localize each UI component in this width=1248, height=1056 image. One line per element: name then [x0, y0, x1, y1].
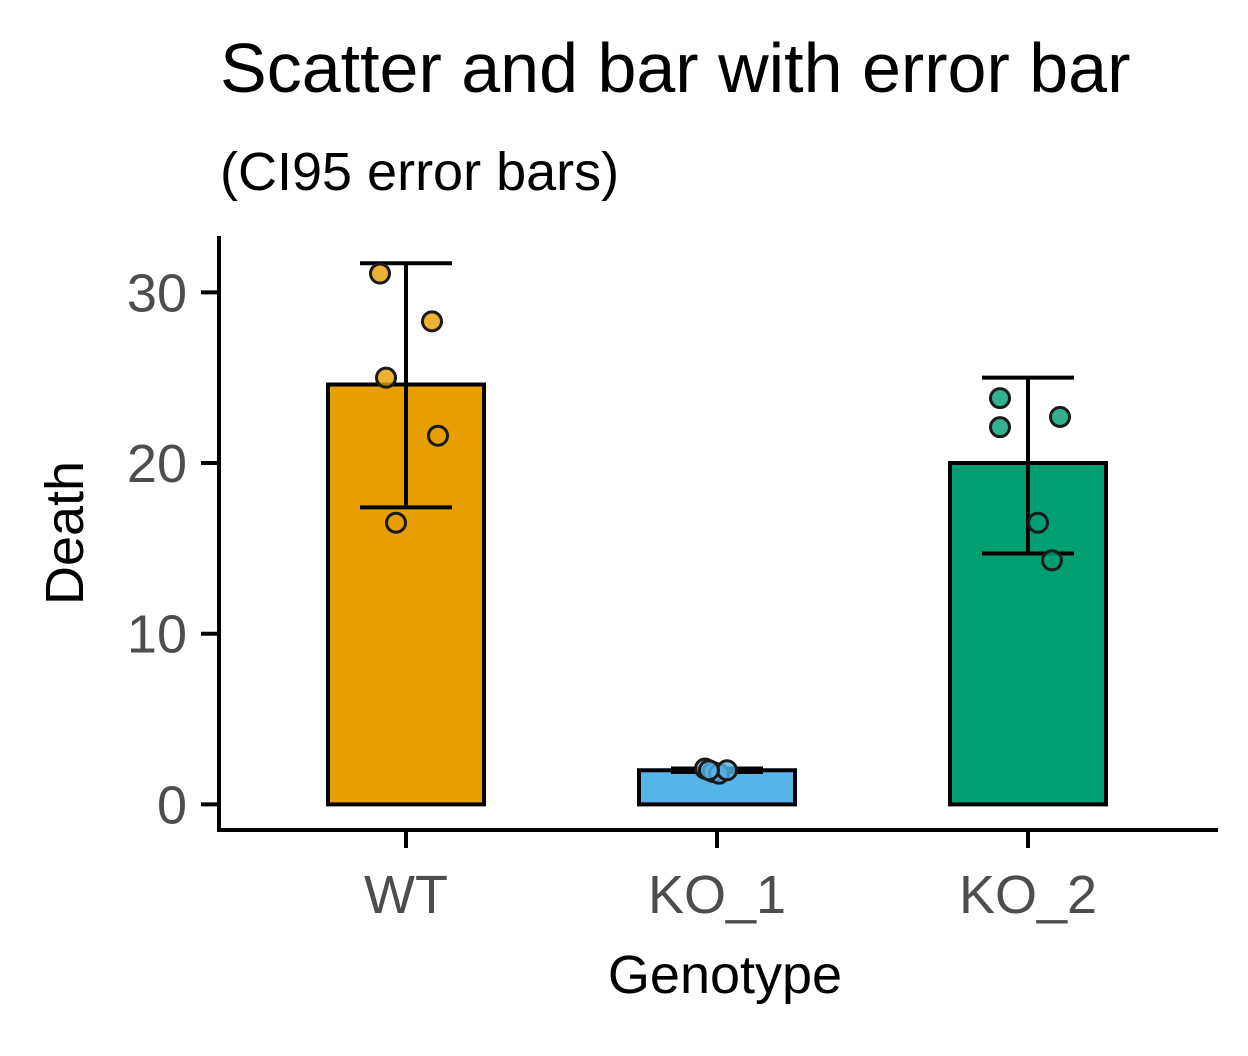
y-tick-label: 0: [157, 775, 187, 835]
x-tick-label: KO_1: [648, 865, 786, 925]
y-tick-label: 20: [127, 434, 187, 494]
data-point: [369, 262, 391, 285]
x-tick-label: KO_2: [959, 865, 1097, 925]
y-axis-ticks: 0 10 20 30: [127, 263, 219, 835]
data-point: [385, 511, 407, 534]
chart-title: Scatter and bar with error bar: [220, 29, 1130, 107]
data-point: [1027, 511, 1049, 534]
y-tick-label: 30: [127, 263, 187, 323]
error-bar-wt: [360, 261, 452, 510]
chart-subtitle: (CI95 error bars): [220, 142, 619, 202]
y-tick-label: 10: [127, 605, 187, 665]
data-point: [698, 759, 720, 782]
plot-area: [326, 261, 1108, 807]
x-axis-ticks: WT KO_1 KO_2: [364, 830, 1097, 925]
x-tick-label: WT: [364, 865, 448, 925]
data-point: [989, 387, 1011, 410]
data-point: [716, 759, 738, 782]
data-point: [427, 424, 449, 447]
data-point: [375, 366, 397, 389]
data-point: [989, 416, 1011, 439]
data-point: [421, 310, 443, 333]
data-point: [1041, 549, 1063, 572]
x-axis-label: Genotype: [608, 945, 842, 1005]
data-point: [1049, 405, 1071, 428]
y-axis-label: Death: [35, 461, 95, 605]
